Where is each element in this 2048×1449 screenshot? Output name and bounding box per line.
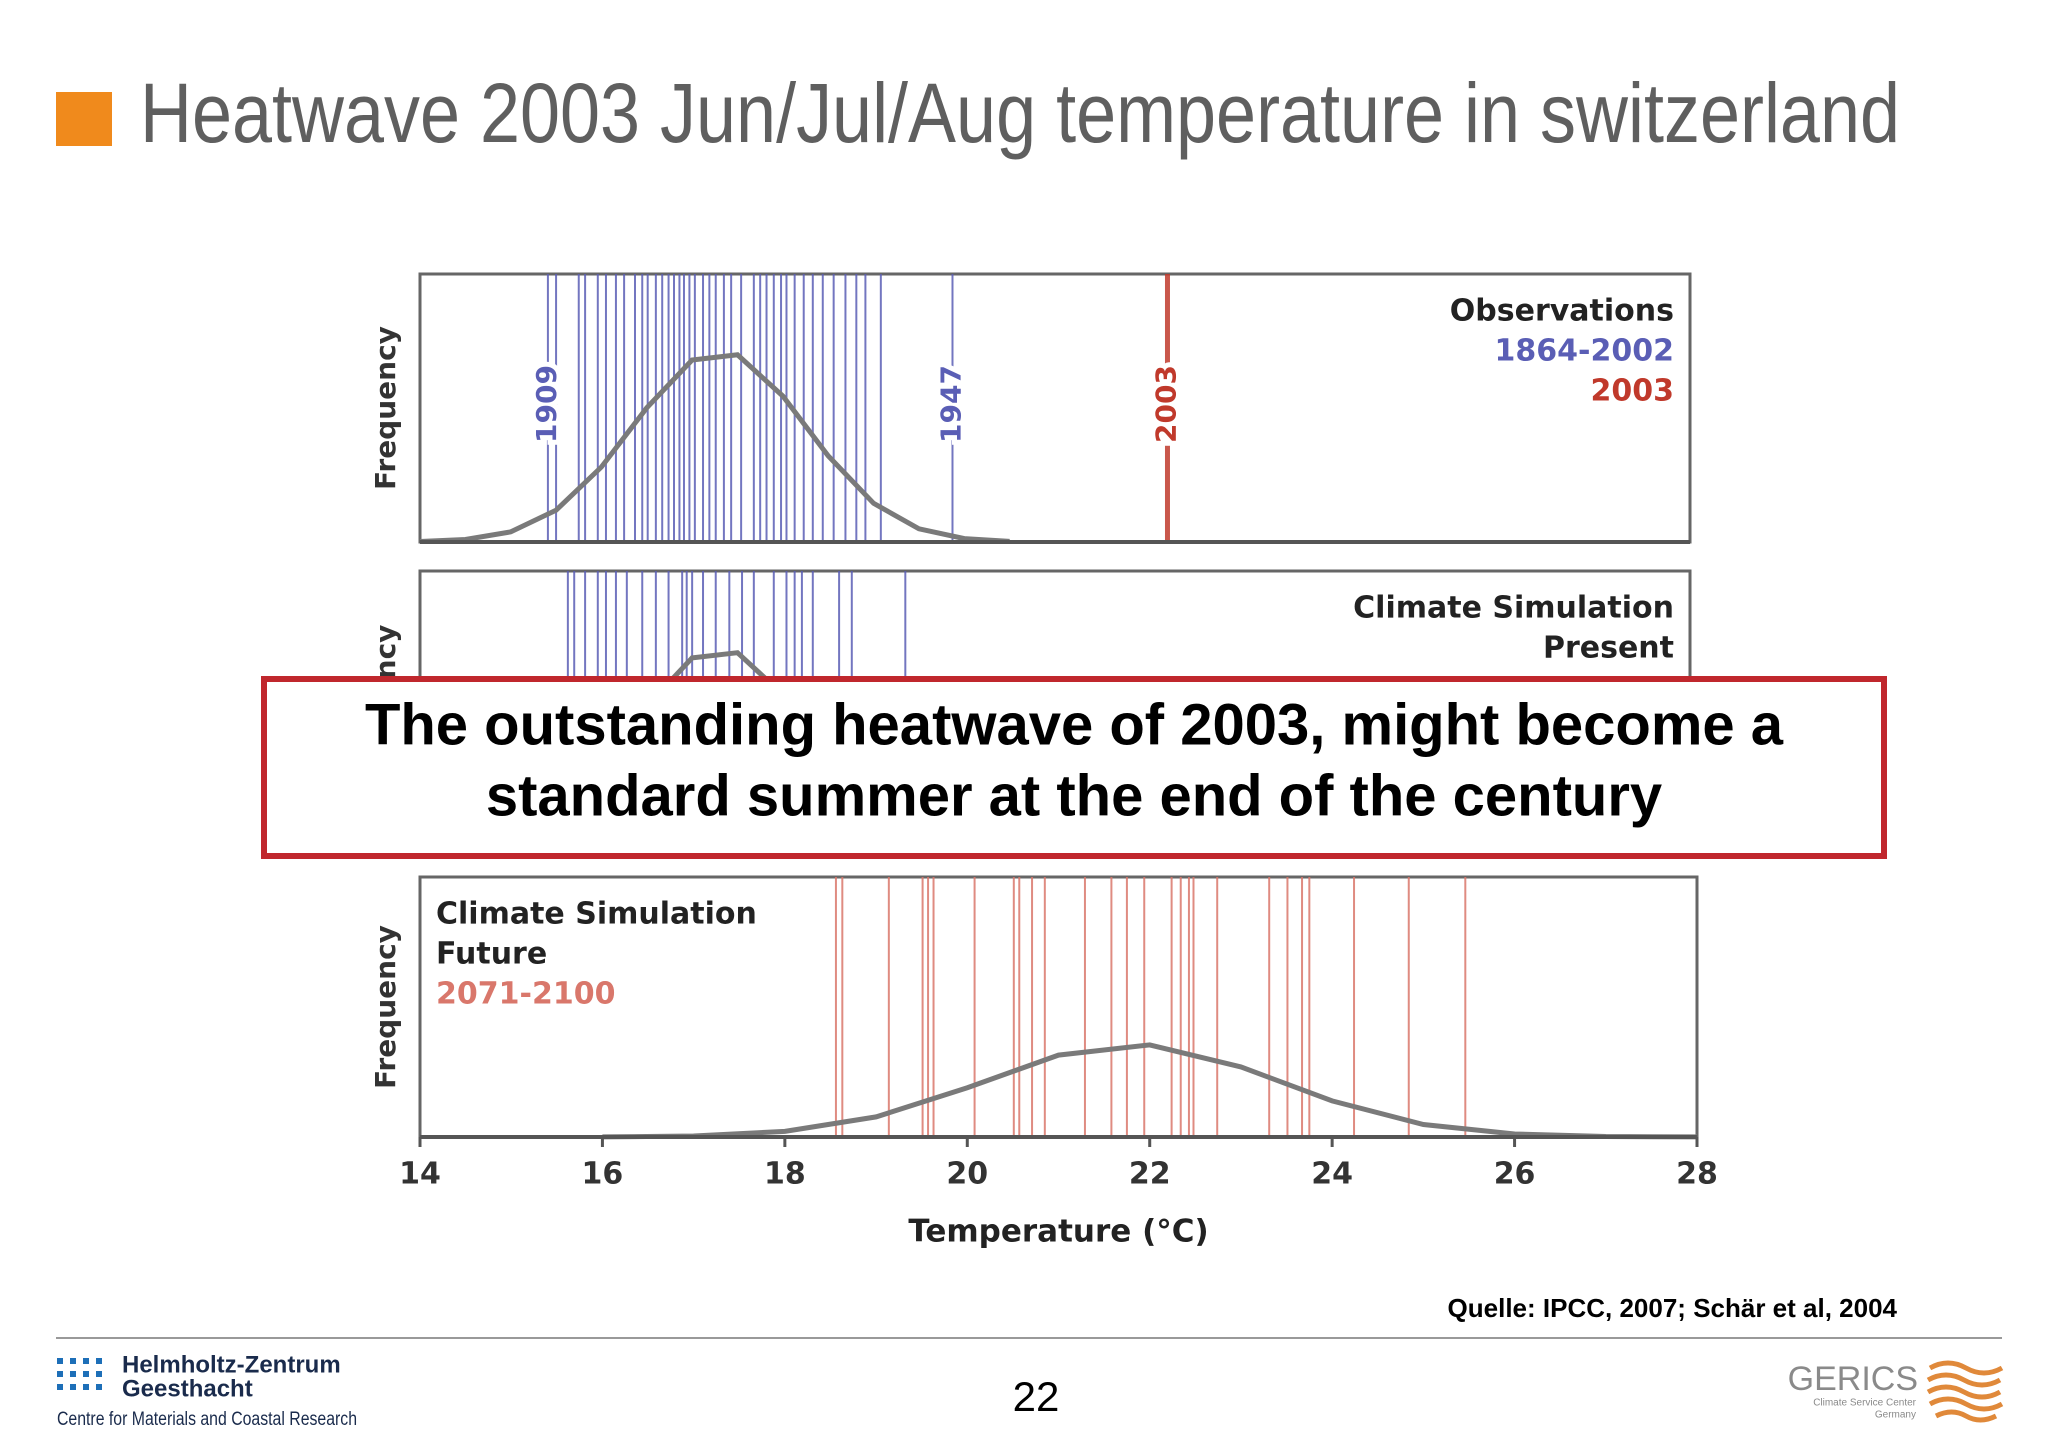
x-tick-label: 14	[399, 1157, 441, 1192]
legend-title: Future	[436, 937, 547, 972]
legend-title: Climate Simulation	[436, 897, 757, 932]
x-tick-label: 28	[1676, 1157, 1718, 1192]
x-tick-label: 20	[946, 1157, 988, 1192]
callout-box	[261, 676, 1887, 859]
line-label: 1947	[934, 365, 967, 443]
org-subtitle: Centre for Materials and Coastal Researc…	[57, 1409, 357, 1430]
partner-subtitle: Climate Service Center	[1813, 1398, 1916, 1409]
x-tick-label: 18	[764, 1157, 806, 1192]
x-tick-label: 24	[1311, 1157, 1353, 1192]
legend-title: Present	[1543, 631, 1674, 666]
slide-title: Heatwave 2003 Jun/Jul/Aug temperature in…	[140, 66, 1900, 160]
fit-curve	[419, 352, 1010, 544]
plot-frame	[418, 875, 1699, 1139]
x-tick-label: 16	[582, 1157, 624, 1192]
partner-name: GERICS	[1788, 1360, 1918, 1398]
source: Quelle: IPCC, 2007; Schär et al, 2004	[1448, 1293, 1898, 1323]
legend-title: Climate Simulation	[1353, 591, 1674, 626]
partner-subtitle: Germany	[1875, 1410, 1916, 1421]
legend-title: Observations	[1450, 294, 1674, 329]
legend-entry: 1864-2002	[1495, 334, 1674, 369]
plot-frame	[418, 272, 1692, 544]
legend-entry: 2003	[1591, 374, 1675, 409]
x-tick-label: 22	[1129, 1157, 1171, 1192]
org-logo	[57, 1358, 102, 1390]
x-tick-label: 26	[1494, 1157, 1536, 1192]
y-axis-label: Frequency	[369, 326, 402, 490]
fit-curve	[602, 1042, 1698, 1140]
org-name: Helmholtz-Zentrum	[122, 1351, 341, 1378]
page-number: 22	[1013, 1373, 1060, 1420]
org-name: Geesthacht	[122, 1375, 253, 1402]
partner-logo	[1926, 1360, 2004, 1423]
y-axis-label: Frequency	[369, 925, 402, 1089]
legend-entry: 2071-2100	[436, 977, 615, 1012]
line-label: 2003	[1149, 365, 1182, 443]
callout-text: standard summer at the end of the centur…	[486, 763, 1662, 828]
title-bullet	[56, 92, 112, 146]
line-label: 1909	[530, 365, 563, 443]
x-axis-label: Temperature (°C)	[908, 1214, 1208, 1250]
callout-text: The outstanding heatwave of 2003, might …	[365, 692, 1784, 757]
